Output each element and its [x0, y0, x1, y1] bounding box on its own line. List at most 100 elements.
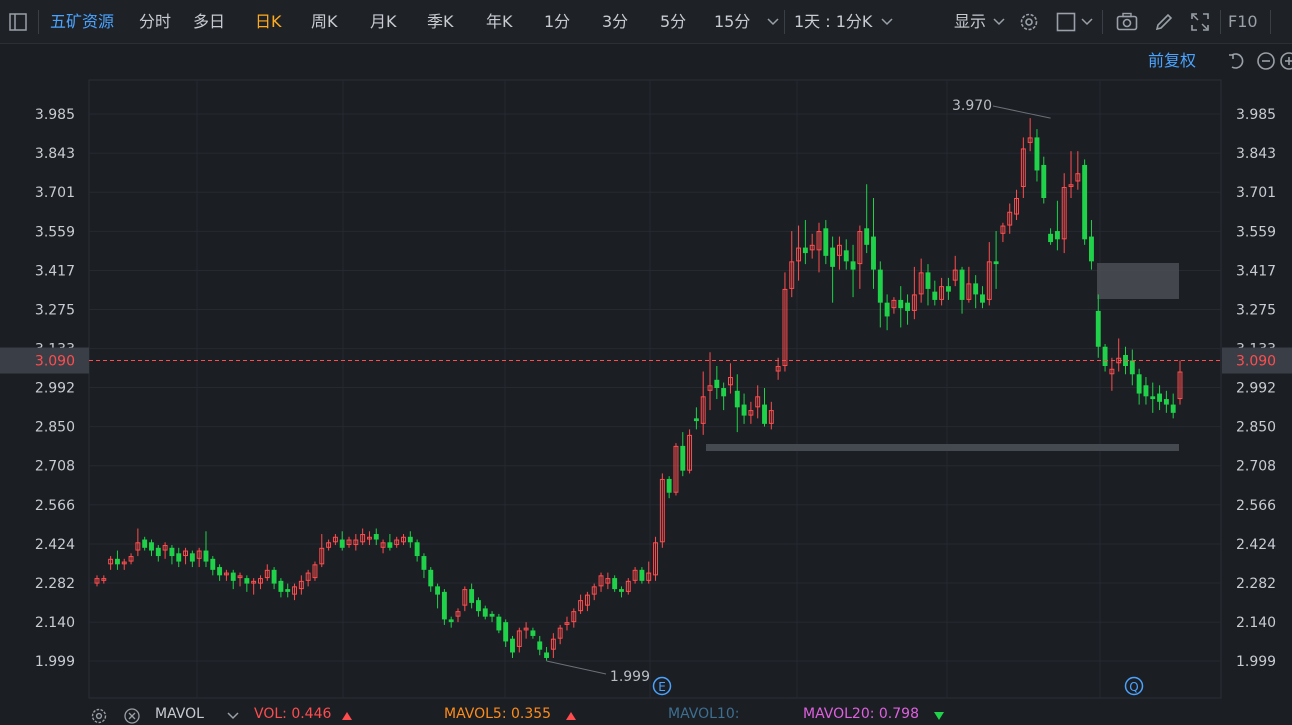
candle-body [1027, 137, 1033, 143]
candle-body [625, 580, 631, 592]
chevron-down-icon[interactable] [226, 711, 240, 721]
candle-body [632, 569, 638, 581]
plot-area [88, 79, 1222, 699]
candle-body [1163, 399, 1169, 405]
candle-body [367, 536, 372, 540]
pen-icon[interactable] [1154, 12, 1174, 32]
candle-body [639, 569, 645, 581]
candle-body [114, 558, 120, 565]
restore-mode[interactable]: 前复权 [1148, 48, 1196, 74]
candle-body [578, 600, 584, 612]
tab-multiday[interactable]: 多日 [193, 12, 226, 31]
candle-body [598, 575, 604, 587]
tab-yearly-k[interactable]: 年K [486, 12, 513, 31]
y-axis-left: 3.9853.8433.7013.5593.4173.2753.1332.992… [35, 107, 75, 670]
y-tick-label-left: 2.850 [35, 420, 75, 436]
zoom-out-icon[interactable] [1256, 51, 1276, 71]
y-tick-label-right: 2.140 [1236, 615, 1276, 631]
candle-body [612, 578, 618, 590]
tab-5min[interactable]: 5分 [660, 12, 687, 31]
candle-body [945, 286, 951, 292]
candle-body [278, 580, 284, 592]
display-menu[interactable]: 显示 [954, 12, 987, 31]
undo-icon[interactable] [1226, 51, 1246, 71]
candle-body [503, 622, 509, 642]
tab-15min[interactable]: 15分 [714, 12, 751, 31]
tab-1min[interactable]: 1分 [544, 12, 571, 31]
candle-body [932, 291, 938, 300]
restore-label[interactable]: 前复权 [1148, 51, 1197, 70]
stock-name[interactable]: 五矿资源 [50, 12, 115, 31]
candle-body [394, 539, 400, 546]
candle-body [489, 613, 495, 617]
tab-3min[interactable]: 3分 [602, 12, 629, 31]
candle-body [516, 630, 522, 647]
fullscreen-icon[interactable] [1190, 12, 1210, 32]
sidebar-toggle-icon[interactable] [8, 12, 28, 32]
y-tick-label-left: 2.424 [35, 537, 75, 553]
candle-body [1089, 236, 1094, 262]
close-icon[interactable] [123, 707, 141, 725]
gear-icon[interactable] [1018, 11, 1040, 33]
candle-body [326, 542, 332, 548]
tab-quarterly-k[interactable]: 季K [427, 12, 454, 31]
y-tick-label-right: 3.701 [1236, 185, 1276, 201]
chevron-down-icon[interactable] [766, 17, 780, 27]
chevron-down-icon[interactable] [1080, 17, 1094, 27]
candle-body [435, 586, 441, 595]
candle-body [475, 600, 481, 612]
candle-body [401, 536, 406, 543]
chevron-down-icon[interactable] [992, 17, 1006, 27]
zoom-in-icon[interactable] [1279, 51, 1292, 71]
kline-svg[interactable]: 3.9853.8433.7013.5593.4173.2753.1332.992… [0, 44, 1292, 704]
candle-body [264, 569, 270, 579]
candle-body [469, 589, 475, 603]
candle-body [734, 390, 740, 408]
candle-body [1109, 368, 1115, 375]
separator [1220, 10, 1221, 34]
candle-body [407, 536, 413, 543]
candle-body [1082, 164, 1088, 240]
camera-icon[interactable] [1116, 12, 1138, 32]
candle-body [312, 564, 318, 579]
candle-body [169, 547, 175, 557]
candle-body [823, 228, 829, 256]
candle-body [319, 547, 325, 565]
candle-body [605, 578, 611, 584]
high-leader-line [992, 105, 1051, 119]
f10-button[interactable]: F10 [1228, 12, 1258, 31]
arrow-up-icon [566, 712, 576, 720]
kline-chart[interactable]: 3.9853.8433.7013.5593.4173.2753.1332.992… [0, 44, 1292, 725]
separator [784, 10, 785, 34]
indicator-bar: MAVOL VOL: 0.446 MAVOL5: 0.355 MAVOL10: … [0, 704, 1292, 725]
square-icon[interactable] [1056, 12, 1076, 32]
candle-body [653, 542, 658, 576]
annotations: 3.970 1.999 E Q [546, 98, 1144, 696]
current-price-line: 3.090 3.090 [0, 347, 1292, 374]
tab-weekly-k[interactable]: 周K [311, 12, 338, 31]
candle-body [959, 269, 965, 300]
tab-monthly-k[interactable]: 月K [370, 12, 397, 31]
candle-body [332, 536, 338, 543]
chevron-down-icon[interactable] [880, 17, 894, 27]
interval-select[interactable]: 1天 : 1分K [794, 12, 873, 31]
separator [38, 10, 39, 34]
y-tick-label-left: 3.559 [35, 224, 75, 240]
candle-body [523, 627, 529, 631]
tab-fenshi[interactable]: 分时 [139, 12, 172, 31]
candle-body [298, 580, 304, 590]
y-tick-label-left: 2.566 [35, 498, 75, 514]
arrow-up-icon [342, 712, 352, 720]
current-price-tag-right [1222, 347, 1292, 374]
high-price-label: 3.970 [952, 98, 992, 114]
candle-body [1068, 184, 1074, 187]
candle-body [646, 572, 652, 581]
candle-body [980, 294, 985, 303]
tab-daily-k[interactable]: 日K [255, 12, 282, 31]
candle-body [510, 638, 515, 653]
candle-body [939, 286, 945, 300]
indicator-name[interactable]: MAVOL [155, 706, 204, 722]
y-tick-label-left: 2.140 [35, 615, 75, 631]
gear-icon[interactable] [90, 707, 108, 725]
candle-body [1150, 396, 1156, 400]
